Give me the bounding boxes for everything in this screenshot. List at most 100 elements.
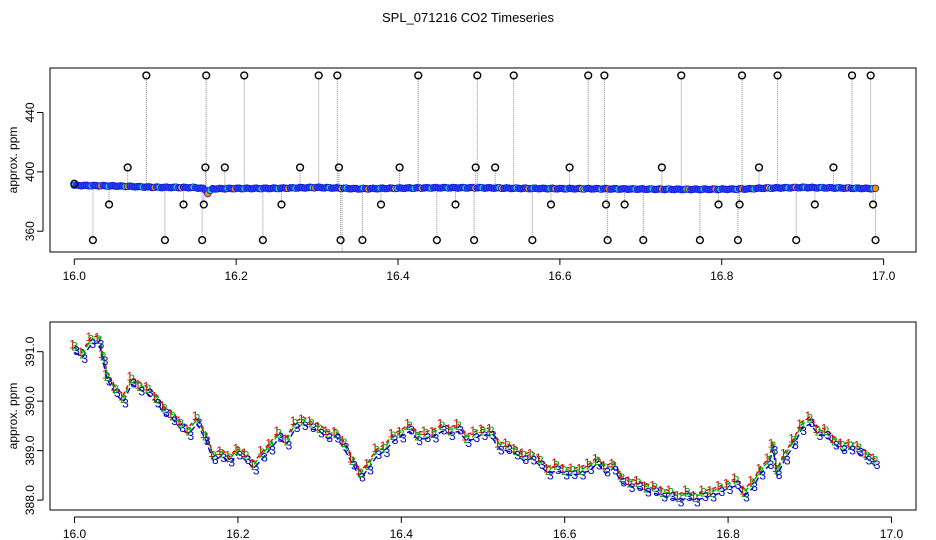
series-2-marker: 2	[561, 464, 568, 478]
series-2-marker: 2	[414, 429, 421, 443]
series-3-marker: 3	[710, 491, 717, 505]
series-2-marker: 2	[194, 411, 201, 425]
series-2-marker: 2	[267, 439, 274, 453]
series-3-marker: 3	[833, 439, 840, 453]
series-1-marker: 1	[420, 424, 427, 438]
series-2-marker: 2	[398, 427, 405, 441]
series-1-marker: 1	[494, 437, 501, 451]
series-3-marker: 3	[751, 480, 758, 494]
series-3-marker: 3	[424, 431, 431, 445]
series-2-marker: 2	[717, 481, 724, 495]
outlier-point	[829, 163, 838, 172]
series-1-marker: 1	[363, 457, 370, 471]
series-3-marker: 3	[277, 431, 284, 445]
series-2-marker: 2	[186, 424, 193, 438]
top-x-tick-label: 16.4	[386, 269, 410, 283]
series-3-marker: 3	[310, 421, 317, 435]
series-3-marker: 3	[245, 453, 252, 467]
series-1-marker: 1	[184, 422, 191, 436]
series-1-line	[74, 334, 876, 495]
series-2-marker: 2	[284, 434, 291, 448]
outlier-point	[334, 163, 344, 172]
series-3-marker: 3	[212, 453, 219, 467]
series-1-marker: 1	[780, 447, 787, 461]
series-1-marker: 1	[657, 484, 664, 498]
series-3-marker: 3	[359, 470, 366, 484]
series-1-marker: 1	[690, 489, 697, 503]
series-2-marker: 2	[831, 434, 838, 448]
series-2-marker: 2	[275, 426, 282, 440]
top-x-tick-label: 16.6	[548, 269, 572, 283]
series-3-marker: 3	[784, 454, 791, 468]
series-3-marker: 3	[670, 490, 677, 504]
outlier-point	[869, 200, 878, 209]
series-2-marker: 2	[79, 348, 86, 362]
series-1-marker: 1	[118, 390, 125, 404]
series-2-marker: 2	[463, 432, 470, 446]
series-1-marker: 1	[429, 424, 436, 438]
series-3-marker: 3	[465, 436, 472, 450]
series-2-marker: 2	[627, 476, 634, 490]
series-2-marker: 2	[161, 402, 168, 416]
series-3-marker: 3	[171, 414, 178, 428]
series-2-marker: 2	[235, 444, 242, 458]
series-2-marker: 2	[806, 411, 813, 425]
series-2-marker: 2	[839, 439, 846, 453]
series-3-marker: 3	[686, 490, 693, 504]
series-3-marker: 3	[114, 386, 121, 400]
outlier-point	[509, 71, 518, 80]
outlier-point	[432, 236, 441, 245]
series-1-marker: 1	[837, 436, 844, 450]
series-1-marker: 1	[224, 449, 231, 463]
outlier-point	[735, 200, 744, 209]
series-2-marker: 2	[210, 449, 217, 463]
series-1-marker: 1	[396, 424, 403, 438]
series-3-marker: 3	[188, 429, 195, 443]
series-3-marker: 3	[228, 455, 235, 469]
series-3-marker: 3	[253, 463, 260, 477]
series-2-marker: 2	[373, 444, 380, 458]
series-3-marker: 3	[604, 465, 611, 479]
series-1-marker: 1	[461, 429, 468, 443]
series-1-marker: 1	[77, 345, 84, 359]
series-1-marker: 1	[747, 473, 754, 487]
bottom-y-axis: 388.0 389.0 390.0 391.0	[23, 336, 44, 515]
series-2-line	[74, 336, 876, 497]
series-1-marker: 1	[175, 414, 182, 428]
series-2-marker: 2	[357, 466, 364, 480]
series-2-marker: 2	[635, 476, 642, 490]
series-2-marker: 2	[708, 486, 715, 500]
top-x-tick-label: 17.0	[872, 269, 896, 283]
series-3-marker: 3	[727, 483, 734, 497]
series-3-marker: 3	[596, 458, 603, 472]
series-2-marker: 2	[578, 464, 585, 478]
series-2-marker: 2	[324, 426, 331, 440]
series-1-marker: 1	[200, 427, 207, 441]
series-3-marker: 3	[768, 458, 775, 472]
series-3-marker: 3	[416, 434, 423, 448]
series-1-marker: 1	[543, 461, 550, 475]
series-1-marker: 1	[633, 473, 640, 487]
series-2-marker: 2	[684, 486, 691, 500]
series-2-marker: 2	[770, 439, 777, 453]
top-y-tick-label: 400	[23, 162, 37, 182]
outlier-point	[142, 71, 151, 80]
series-3-marker: 3	[102, 354, 109, 368]
series-3-marker: 3	[375, 448, 382, 462]
series-2-marker: 2	[390, 429, 397, 443]
series-3-marker: 3	[621, 475, 628, 489]
series-2-marker: 2	[169, 410, 176, 424]
top-panel: 16.0 16.2 16.4 16.6 16.8 17.0 360 400 440 appro…	[6, 67, 917, 283]
outlier-point	[123, 163, 132, 172]
series-1-marker: 1	[110, 379, 117, 393]
series-2-marker: 2	[333, 427, 340, 441]
series-3-marker: 3	[702, 490, 709, 504]
series-1-marker: 1	[862, 447, 869, 461]
series-2-marker: 2	[382, 442, 389, 456]
series-3-marker: 3	[866, 454, 873, 468]
outlier-point	[295, 163, 305, 172]
series-3-marker: 3	[81, 352, 88, 366]
series-2-marker: 2	[137, 380, 144, 394]
series-1-marker: 1	[486, 421, 493, 435]
series-1-marker: 1	[192, 409, 199, 423]
